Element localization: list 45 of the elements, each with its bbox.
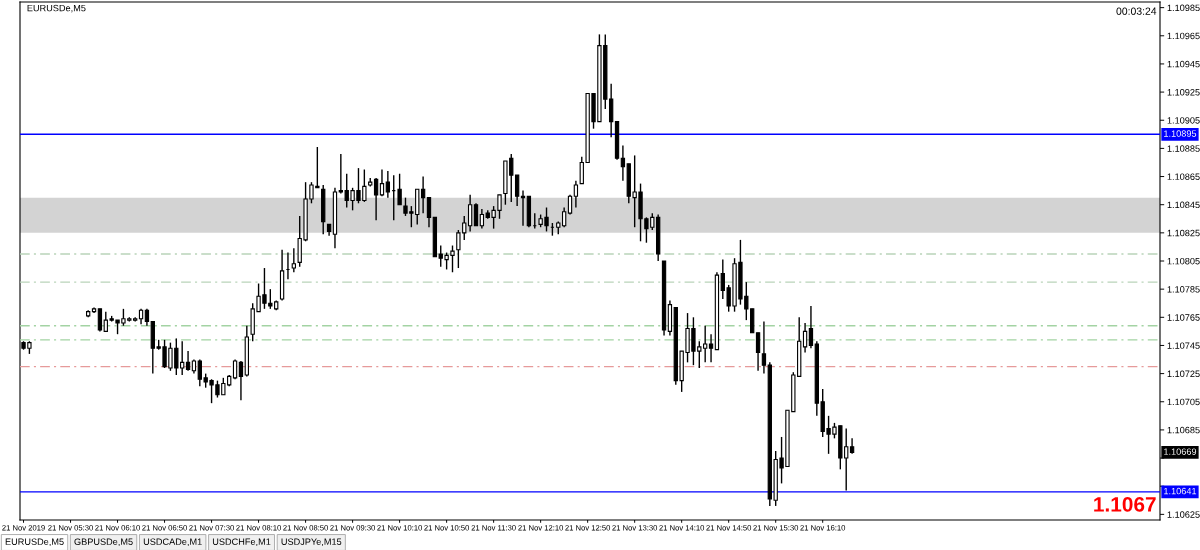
text: EURUSDe,M5 — [5, 538, 64, 547]
y-tick-label: 1.10885 — [1167, 145, 1200, 152]
ref-line-label: 1.10895 — [1164, 130, 1197, 137]
y-tick-label: 1.10785 — [1167, 286, 1200, 293]
candlestick — [473, 202, 479, 227]
candlestick — [291, 247, 297, 273]
y-tick-label: 1.10805 — [1167, 257, 1200, 265]
candlestick — [426, 196, 432, 228]
text: USDCHFe,M1 — [212, 538, 271, 547]
chart-title: EURUSDe,M5 — [27, 4, 86, 13]
y-tick-label: 1.10845 — [1167, 201, 1200, 209]
y-tick-label: 1.10685 — [1167, 426, 1200, 434]
ref-line-label: 1.10641 — [1164, 487, 1197, 495]
y-tick-label: 1.10965 — [1167, 32, 1200, 40]
candlestick — [802, 322, 808, 354]
y-tick-label: 1.10725 — [1167, 370, 1200, 378]
candlestick — [185, 350, 191, 372]
y-tick-label: 1.10905 — [1167, 117, 1200, 124]
y-tick-label: 1.10985 — [1167, 4, 1200, 12]
y-tick-label: 1.10865 — [1167, 173, 1200, 180]
text: USDCADe,M1 — [143, 538, 202, 547]
annotation: 1.1067 — [1094, 496, 1156, 512]
text: USDJPYe,M15 — [281, 538, 342, 547]
candlestick — [397, 173, 402, 206]
y-tick-label: 1.10625 — [1167, 511, 1200, 518]
candlestick — [567, 194, 573, 216]
candlestick — [573, 180, 579, 209]
y-tick-label: 1.10925 — [1167, 89, 1200, 96]
y-tick-label: 1.10765 — [1167, 314, 1200, 321]
candlestick — [708, 333, 714, 364]
candlestick — [238, 360, 244, 402]
candlestick — [761, 320, 767, 375]
text: 1.10669 — [1164, 448, 1197, 455]
y-tick-label: 1.10745 — [1167, 342, 1200, 349]
candlestick — [755, 332, 761, 372]
annotation: 00:03:24 — [1116, 7, 1157, 15]
candlestick — [373, 177, 379, 221]
candlestick — [379, 168, 385, 197]
candlestick — [385, 170, 391, 199]
y-tick-label: 1.10705 — [1167, 398, 1200, 406]
candlestick — [808, 305, 814, 349]
candlestick — [620, 144, 626, 182]
text: GBPUSDe,M5 — [74, 538, 133, 547]
y-tick-label: 1.10945 — [1167, 60, 1200, 68]
y-tick-label: 1.10825 — [1167, 229, 1200, 237]
